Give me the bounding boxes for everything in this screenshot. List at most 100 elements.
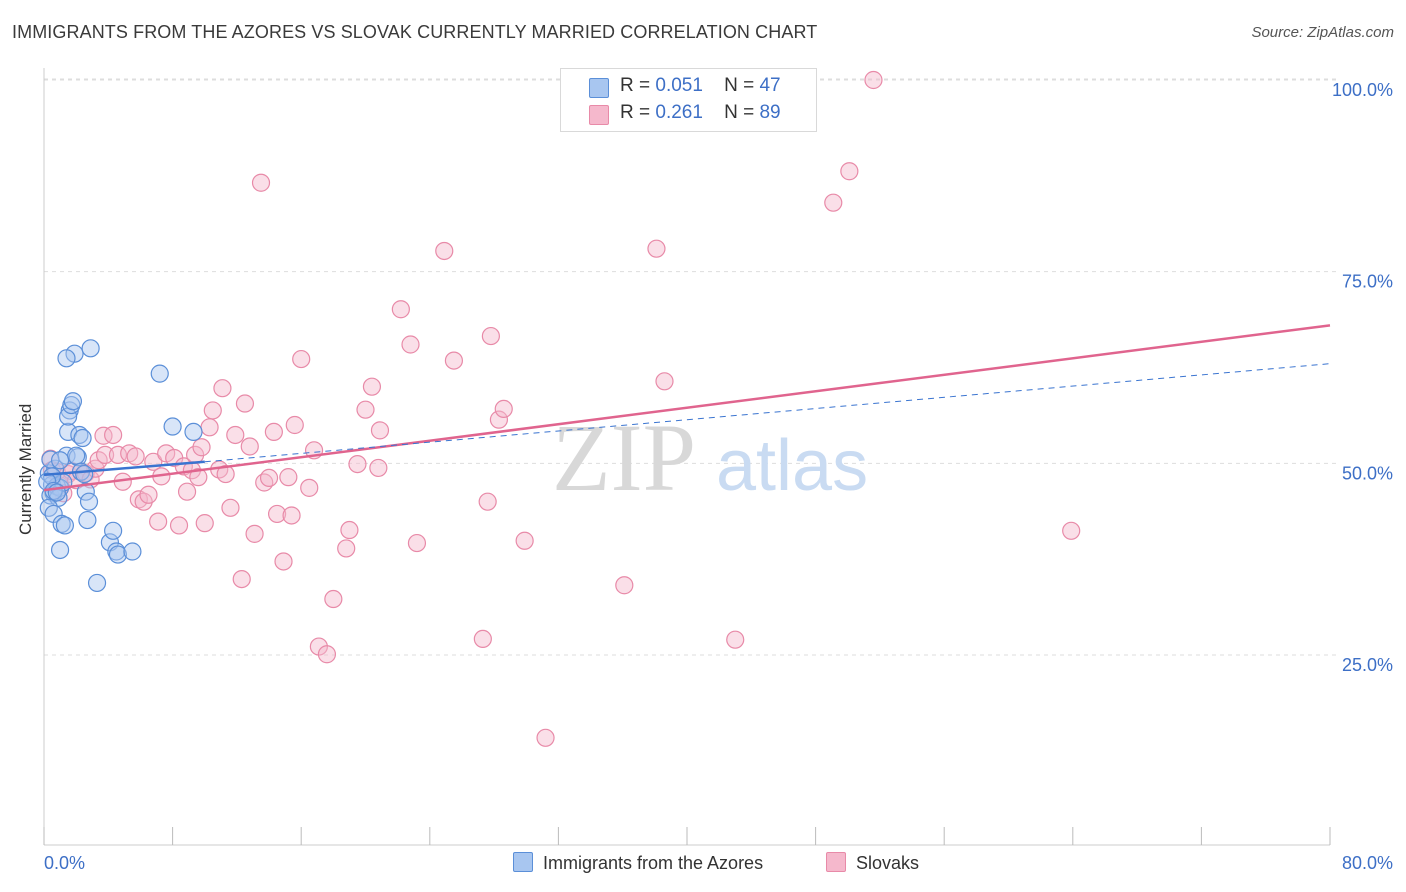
- slovak-point: [615, 576, 634, 595]
- azores-point: [78, 510, 97, 530]
- chart-title: IMMIGRANTS FROM THE AZORES VS SLOVAK CUR…: [12, 22, 818, 42]
- axis-layer: [43, 68, 1331, 846]
- slovak-point: [473, 629, 492, 649]
- azores-point: [41, 450, 60, 469]
- slovak-point: [189, 468, 208, 487]
- azores-point: [123, 542, 142, 561]
- slovak-point: [264, 422, 283, 441]
- legend-r-value: 0.051: [655, 75, 703, 96]
- y-tick-label: 100.0%: [1332, 80, 1393, 100]
- slovak-point: [195, 514, 214, 533]
- y-tick-label: 50.0%: [1342, 463, 1393, 483]
- azores-point: [104, 521, 123, 540]
- slovak-point: [149, 512, 168, 531]
- correlation-legend: R = 0.051 N = 47 R = 0.261 N = 89: [560, 68, 817, 132]
- slovak-point: [536, 728, 555, 747]
- bottom-legend-azores: Immigrants from the Azores: [513, 852, 763, 874]
- bottom-legend-swatch-azores: [513, 852, 533, 872]
- azores-point: [150, 364, 169, 383]
- slovak-point: [444, 351, 464, 370]
- azores-point: [87, 573, 107, 593]
- slovak-point: [515, 531, 534, 550]
- slovak-point: [240, 437, 259, 456]
- slovak-point: [348, 455, 367, 474]
- bottom-legend-swatch-slovaks: [826, 852, 846, 872]
- x-tick-label: 0.0%: [44, 853, 85, 873]
- slovak-point: [279, 468, 298, 487]
- azores-point: [55, 516, 74, 535]
- slovak-point: [340, 520, 359, 540]
- slovak-point: [481, 326, 500, 346]
- slovak-point: [647, 239, 666, 258]
- azores-point: [79, 492, 99, 511]
- slovak-point: [95, 445, 115, 464]
- tick-label-layer: 100.0% 75.0% 50.0% 25.0% 0.0% 80.0%: [44, 80, 1393, 873]
- slovak-point: [369, 458, 388, 478]
- slovak-point: [370, 421, 390, 440]
- slovak-point: [213, 379, 232, 398]
- slovak-point: [391, 300, 410, 319]
- slovak-point: [407, 533, 427, 553]
- grid-layer: [44, 78, 1336, 656]
- slovak-point: [489, 410, 509, 429]
- slovak-trend-line: [43, 324, 1331, 492]
- slovak-point: [337, 539, 356, 558]
- azores-point: [75, 464, 94, 484]
- slovak-point: [216, 464, 235, 484]
- legend-n-value: 89: [759, 102, 781, 123]
- slovak-point: [169, 516, 189, 535]
- legend-n-label: N =: [724, 102, 755, 123]
- watermark-atlas: atlas: [716, 426, 868, 506]
- slovak-point: [104, 425, 123, 445]
- slovak-point: [300, 478, 319, 497]
- azores-point: [63, 392, 83, 411]
- slovak-point: [274, 552, 293, 571]
- slovak-point: [655, 372, 674, 391]
- slovak-point: [267, 504, 287, 524]
- azores-point: [67, 446, 86, 465]
- slovak-point: [478, 492, 497, 511]
- slovak-point: [259, 468, 279, 487]
- slovak-point: [200, 418, 219, 437]
- slovak-point: [282, 506, 301, 525]
- legend-swatch-slovaks: [589, 105, 609, 125]
- azores-point: [73, 428, 92, 448]
- slovak-point: [317, 645, 337, 664]
- slovak-point: [251, 173, 271, 192]
- slovak-point: [362, 377, 382, 396]
- slovak-point: [126, 447, 145, 466]
- slovak-point: [232, 569, 251, 589]
- y-axis-label: Currently Married: [16, 403, 35, 535]
- slovak-point: [840, 162, 859, 181]
- azores-trend-extension: [204, 363, 1331, 463]
- watermark: ZIP atlas: [552, 404, 868, 511]
- watermark-zip: ZIP: [552, 404, 696, 511]
- azores-point: [76, 482, 95, 501]
- slovak-point: [824, 193, 843, 212]
- bottom-legend-label-azores: Immigrants from the Azores: [543, 853, 764, 873]
- slovak-point: [494, 399, 513, 418]
- slovak-point: [324, 589, 343, 609]
- points-layer: [38, 70, 1081, 747]
- legend-n-label: N =: [724, 75, 755, 96]
- azores-point: [50, 540, 70, 560]
- slovak-point: [435, 241, 454, 261]
- slovak-point: [226, 425, 245, 445]
- legend-r-label: R =: [620, 102, 651, 123]
- y-tick-label: 75.0%: [1342, 272, 1393, 292]
- y-tick-label: 25.0%: [1342, 655, 1393, 675]
- legend-r-label: R =: [620, 75, 651, 96]
- legend-swatch-azores: [589, 78, 609, 98]
- slovak-point: [356, 400, 375, 419]
- source-label: Source: ZipAtlas.com: [1251, 24, 1394, 41]
- azores-point: [81, 339, 100, 358]
- azores-point: [107, 542, 126, 561]
- azores-trend-line: [43, 460, 205, 477]
- slovak-point: [203, 401, 222, 420]
- slovak-point: [1062, 521, 1081, 540]
- slovak-point: [139, 485, 158, 504]
- slovak-point: [235, 394, 255, 413]
- slovak-point: [177, 482, 197, 501]
- legend-n-value: 47: [759, 75, 781, 96]
